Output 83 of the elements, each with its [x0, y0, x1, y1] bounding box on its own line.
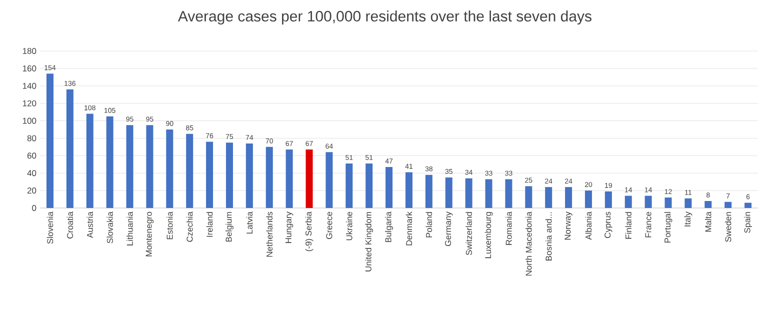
- bar: [266, 146, 273, 208]
- x-tick-label: Belgium: [226, 212, 234, 242]
- x-tick-label: Montenegro: [146, 212, 154, 256]
- bar: [246, 143, 253, 208]
- x-tick-label: Bulgaria: [385, 212, 393, 242]
- bar: [86, 114, 94, 208]
- x-tick-label: Denmark: [406, 212, 412, 246]
- bar: [106, 116, 114, 208]
- x-tick-label: Ireland: [206, 212, 213, 237]
- y-tick-label: 0: [32, 204, 36, 211]
- x-tick-label: Luxembourg: [484, 212, 493, 258]
- bar: [206, 142, 214, 208]
- chart-title: Average cases per 100,000 residents over the last seven days: [178, 10, 592, 24]
- x-tick-label: Lithuania: [126, 212, 133, 246]
- bar: [226, 142, 233, 208]
- bar: [744, 202, 752, 208]
- x-tick-label: Ukraine: [346, 212, 352, 240]
- x-tick-label: Romania: [506, 212, 512, 245]
- bar: [306, 150, 313, 208]
- bar: [186, 134, 194, 208]
- x-tick-label: Portugal: [664, 212, 672, 242]
- bar: [445, 177, 452, 208]
- x-tick-label: Italy: [684, 212, 692, 226]
- x-tick-label: Malta: [705, 212, 712, 232]
- bar: [485, 179, 492, 208]
- bar: [525, 186, 532, 208]
- y-tick-label: 160: [22, 65, 36, 72]
- x-tick-label: Czechia: [186, 212, 193, 242]
- bar: [166, 129, 174, 208]
- bar: [465, 178, 472, 208]
- bar: [565, 187, 572, 208]
- y-tick-label: 180: [22, 48, 36, 54]
- bar: [624, 196, 632, 208]
- x-tick-label: Slovakia: [106, 212, 113, 244]
- x-tick-label: Finland: [625, 212, 632, 239]
- bar: [505, 179, 512, 208]
- bar: [644, 196, 652, 208]
- bar: [405, 172, 412, 208]
- x-tick-label: Spain: [744, 212, 752, 233]
- y-tick-label: 140: [22, 82, 36, 89]
- x-tick-label: Latvia: [246, 212, 253, 234]
- bar: [66, 89, 74, 208]
- x-tick-label: Bosnia and...: [545, 212, 552, 260]
- x-tick-label: France: [645, 212, 652, 238]
- bar: [704, 201, 712, 208]
- y-tick-label: 100: [22, 118, 36, 124]
- x-tick-label: Germany: [445, 212, 453, 246]
- bar: [684, 198, 692, 208]
- bar: [584, 190, 592, 208]
- x-tick-label: Austria: [86, 212, 93, 238]
- x-tick-label: Hungary: [286, 212, 294, 243]
- x-tick-label: Switzerland: [466, 212, 472, 256]
- y-tick-label: 20: [27, 188, 36, 194]
- bar: [545, 187, 552, 208]
- y-tick-label: 120: [22, 100, 36, 106]
- x-tick-label: Norway: [564, 212, 572, 240]
- x-tick-label: Greece: [326, 212, 332, 239]
- x-tick-label: Albania: [585, 212, 592, 240]
- x-tick-label: North Macedonia: [526, 212, 532, 276]
- bar: [146, 125, 154, 208]
- x-tick-label: Slovenia: [46, 212, 54, 244]
- x-tick-label: (-9) Serbia: [305, 212, 314, 252]
- y-tick-label: 60: [27, 152, 36, 159]
- x-tick-label: Sweden: [724, 212, 732, 242]
- bar: [286, 150, 293, 208]
- x-tick-label: Netherlands: [266, 212, 272, 257]
- x-tick-label: United Kingdom: [365, 212, 374, 272]
- bar: [664, 198, 672, 208]
- bar: [425, 174, 432, 208]
- bar: [604, 191, 612, 208]
- bar: [126, 125, 134, 208]
- bar: [724, 202, 732, 208]
- bar: [326, 152, 333, 208]
- x-tick-label: Estonia: [166, 212, 173, 240]
- x-tick-label: Cyprus: [604, 212, 612, 238]
- x-tick-label: Croatia: [66, 212, 74, 238]
- bar: [366, 164, 373, 208]
- y-tick-label: 80: [27, 135, 36, 142]
- y-tick-label: 40: [27, 170, 36, 176]
- bar: [46, 74, 54, 208]
- bar: [346, 164, 353, 208]
- x-tick-label: Poland: [426, 212, 432, 238]
- bar: [386, 166, 393, 208]
